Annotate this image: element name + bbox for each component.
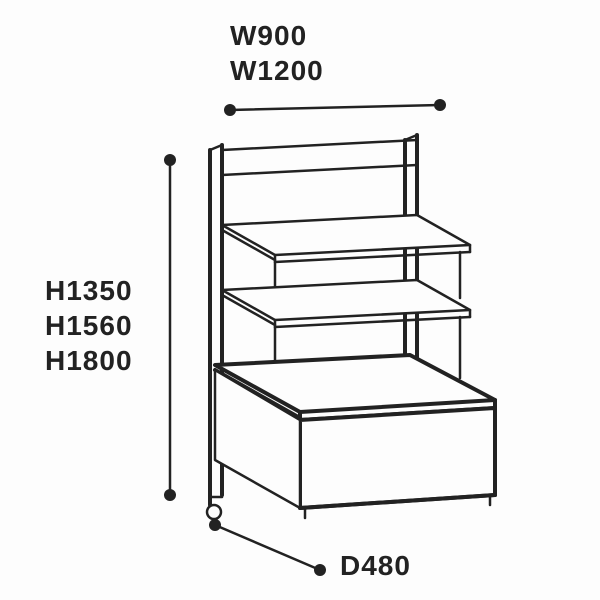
depth-dimension [209, 519, 326, 576]
dimension-diagram: W900 W1200 H1350 H1560 H1800 D480 [0, 0, 600, 600]
height-label-1: H1350 [45, 275, 133, 306]
width-dimension [224, 99, 446, 116]
width-label-1: W900 [230, 20, 307, 51]
depth-label: D480 [340, 550, 411, 581]
height-label-3: H1800 [45, 345, 133, 376]
width-label-2: W1200 [230, 55, 324, 86]
height-dimension [164, 154, 176, 501]
shelving-unit [207, 135, 495, 519]
height-label-2: H1560 [45, 310, 133, 341]
